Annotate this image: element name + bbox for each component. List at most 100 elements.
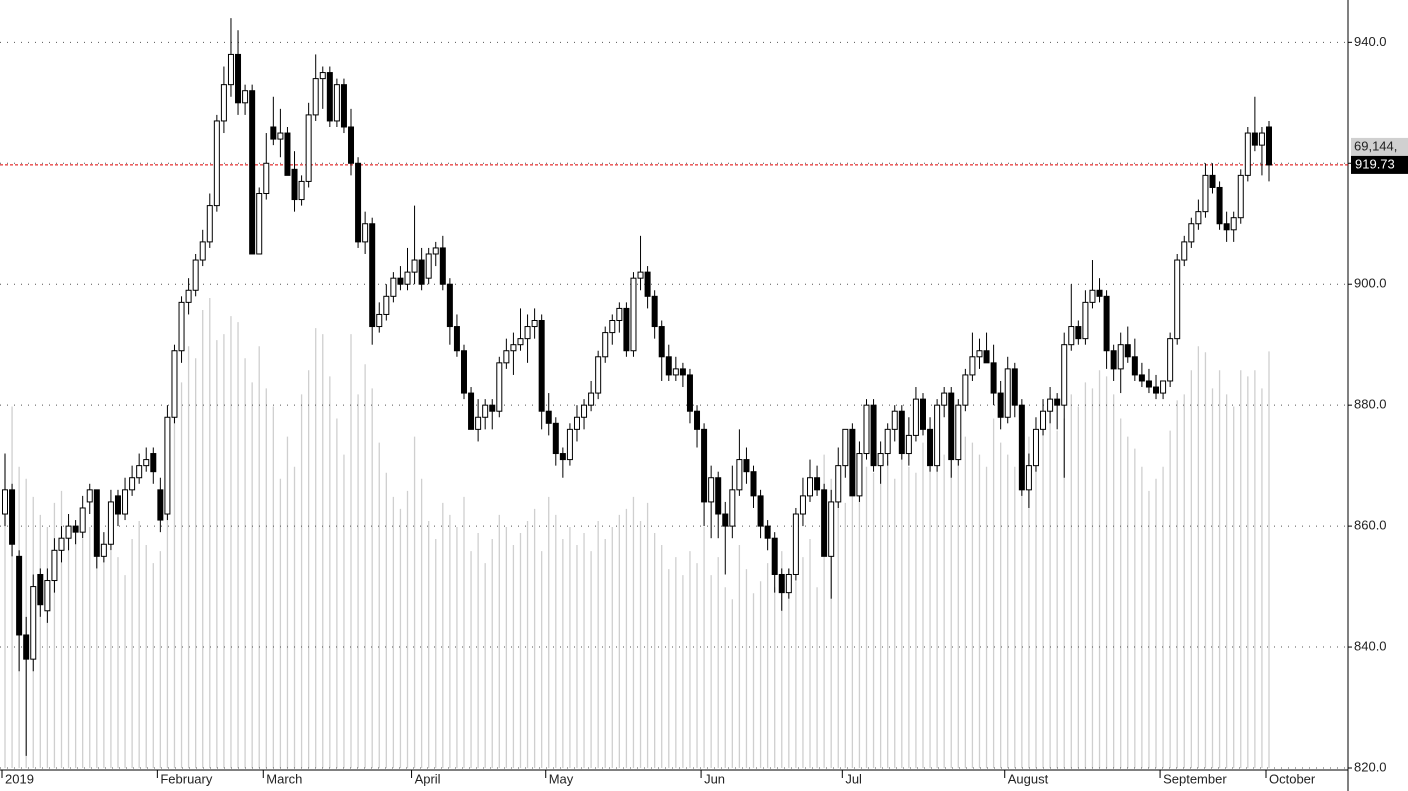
- candle-body: [807, 477, 814, 497]
- y-tick-label: 840.0: [1354, 638, 1387, 653]
- candle-body: [715, 477, 722, 515]
- candle-body: [9, 489, 16, 545]
- candle-body: [1209, 174, 1216, 188]
- candle-body: [298, 180, 305, 201]
- candle-body: [1145, 380, 1152, 388]
- x-tick-label: May: [549, 771, 574, 786]
- candle-body: [1237, 174, 1244, 219]
- candle-body: [192, 259, 199, 291]
- candle-body: [503, 350, 510, 364]
- candle-body: [340, 84, 347, 128]
- candle-body: [100, 543, 107, 557]
- candle-body: [263, 162, 270, 195]
- candle-body: [284, 132, 291, 176]
- candle-body: [44, 580, 51, 612]
- candle-body: [884, 428, 891, 455]
- candle-body: [1124, 344, 1131, 358]
- candle-body: [856, 453, 863, 497]
- candle-body: [1174, 259, 1181, 340]
- candle-body: [1040, 410, 1047, 430]
- candle-body: [468, 392, 475, 430]
- candle-body: [672, 368, 679, 376]
- candle-body: [114, 495, 121, 515]
- candle-body: [1251, 132, 1258, 146]
- candle-body: [1138, 374, 1145, 382]
- candle-body: [482, 404, 489, 418]
- x-tick-label: 2019: [5, 771, 34, 786]
- candle-body: [383, 295, 390, 315]
- candle-body: [143, 459, 150, 467]
- candle-body: [623, 307, 630, 352]
- candle-body: [1153, 386, 1160, 394]
- candle-body: [588, 392, 595, 406]
- volume-label: 69,144,: [1354, 138, 1397, 153]
- candle-body: [679, 368, 686, 376]
- candle-body: [93, 489, 100, 557]
- candle-body: [919, 398, 926, 430]
- candle-body: [644, 271, 651, 297]
- candle-body: [1188, 223, 1195, 243]
- candle-body: [1089, 289, 1096, 303]
- candle-body: [651, 295, 658, 328]
- candle-body: [164, 416, 171, 515]
- candle-body: [778, 573, 785, 594]
- candle-body: [150, 453, 157, 473]
- x-tick-label: April: [415, 771, 441, 786]
- candle-body: [1160, 380, 1167, 394]
- candle-body: [355, 162, 362, 243]
- candle-body: [997, 392, 1004, 418]
- candle-body: [2, 489, 8, 515]
- candle-body: [701, 428, 708, 503]
- candle-body: [517, 338, 524, 346]
- candle-body: [411, 259, 418, 273]
- candle-body: [531, 320, 538, 328]
- candle-body: [185, 289, 192, 303]
- y-tick-label: 940.0: [1354, 34, 1387, 49]
- candle-body: [453, 326, 460, 352]
- candle-body: [23, 634, 30, 660]
- candle-body: [65, 525, 72, 539]
- candle-body: [1032, 428, 1039, 467]
- candle-body: [990, 362, 997, 394]
- candle-body: [686, 374, 693, 412]
- candle-body: [58, 537, 65, 551]
- candle-body: [616, 307, 623, 322]
- candle-body: [446, 283, 453, 328]
- candle-body: [799, 495, 806, 515]
- candle-body: [1167, 338, 1174, 382]
- x-tick-label: March: [266, 771, 302, 786]
- candle-body: [1096, 289, 1103, 297]
- candle-body: [665, 356, 672, 376]
- candle-body: [510, 344, 517, 352]
- candle-body: [863, 404, 870, 455]
- candle-body: [948, 392, 955, 461]
- candle-body: [235, 53, 242, 104]
- candle-body: [955, 404, 962, 461]
- candle-body: [750, 471, 757, 497]
- x-tick-label: September: [1163, 771, 1227, 786]
- candle-body: [849, 428, 856, 497]
- candle-body: [291, 168, 298, 201]
- x-tick-label: October: [1269, 771, 1316, 786]
- candle-body: [573, 416, 580, 430]
- candle-body: [743, 459, 750, 473]
- candle-body: [842, 428, 849, 467]
- candle-body: [898, 410, 905, 455]
- candle-body: [927, 428, 934, 467]
- price-label-box: [1351, 155, 1408, 174]
- candle-body: [305, 114, 312, 182]
- candle-body: [764, 525, 771, 539]
- candle-body: [475, 416, 482, 430]
- candle-body: [333, 84, 340, 122]
- candle-body: [637, 271, 644, 279]
- candle-body: [256, 193, 263, 255]
- candle-body: [37, 573, 44, 606]
- candle-body: [220, 84, 227, 122]
- candle-body: [1258, 132, 1265, 146]
- candle-body: [171, 350, 178, 418]
- candle-body: [828, 501, 835, 557]
- candle-body: [1223, 223, 1230, 231]
- candle-body: [16, 555, 23, 636]
- y-tick-label: 820.0: [1354, 759, 1387, 774]
- candle-body: [242, 90, 249, 104]
